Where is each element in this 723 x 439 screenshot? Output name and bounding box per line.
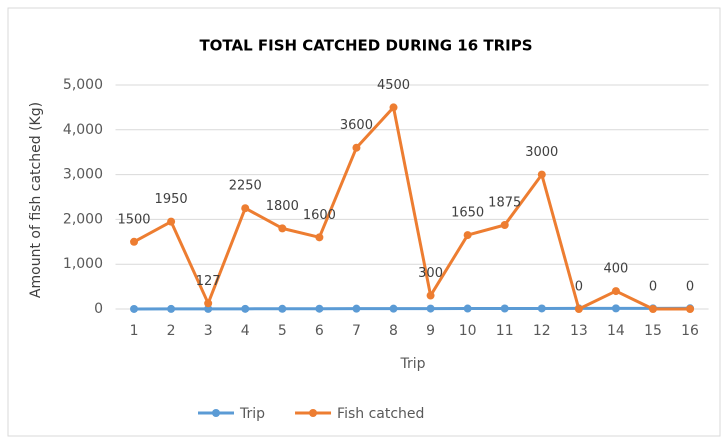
x-tick-label: 15: [644, 323, 662, 339]
data-label: 1950: [155, 192, 188, 207]
data-label: 1500: [117, 212, 150, 227]
data-label: 1600: [303, 208, 336, 223]
series-point: [500, 221, 509, 229]
data-label: 0: [686, 280, 694, 295]
y-axis-label: Amount of fish catched (Kg): [28, 102, 44, 298]
series-line: [134, 306, 691, 311]
series-point: [241, 204, 250, 213]
series-point: [352, 143, 361, 152]
data-label: 127: [196, 274, 221, 289]
data-label: 0: [575, 280, 583, 295]
series-point: [500, 304, 509, 313]
series-point: [574, 305, 583, 313]
legend-marker: [309, 409, 318, 417]
series-point: [537, 304, 546, 313]
y-tick-label: 0: [94, 301, 103, 317]
y-tick-label: 2,000: [63, 211, 103, 227]
data-label: 2250: [229, 179, 262, 194]
series-line: [133, 105, 691, 311]
series-point: [130, 237, 139, 246]
legend-label: Trip: [239, 406, 265, 422]
x-tick-label: 10: [459, 323, 477, 339]
x-tick-label: 13: [570, 323, 588, 339]
x-tick-label: 11: [496, 323, 514, 339]
legend-label: Fish catched: [337, 406, 424, 422]
x-tick-label: 6: [315, 323, 324, 339]
x-tick-label: 1: [130, 323, 139, 339]
y-tick-label: 1,000: [63, 256, 103, 272]
data-label: 3600: [340, 118, 373, 133]
series-point: [426, 304, 435, 313]
series-point: [315, 304, 324, 313]
series-point: [278, 224, 287, 233]
series-point: [389, 304, 398, 313]
data-label: 400: [604, 262, 629, 277]
series-point: [463, 304, 472, 313]
data-label: 1800: [266, 199, 299, 214]
x-tick-label: 4: [241, 323, 250, 339]
data-label: 1650: [451, 206, 484, 221]
series-point: [686, 305, 695, 313]
x-tick-label: 2: [167, 323, 176, 339]
x-tick-label: 8: [389, 323, 398, 339]
data-label: 300: [418, 266, 443, 281]
x-tick-label: 7: [352, 323, 361, 339]
series-point: [204, 304, 213, 313]
series-point: [648, 305, 657, 313]
y-tick-label: 5,000: [63, 77, 103, 93]
series-point: [167, 217, 176, 226]
y-tick-label: 3,000: [63, 167, 103, 183]
x-tick-label: 16: [681, 323, 699, 339]
series-point: [352, 304, 361, 313]
chart-title: TOTAL FISH CATCHED DURING 16 TRIPS: [199, 37, 532, 55]
series-point: [130, 304, 139, 313]
data-label: 4500: [377, 78, 410, 93]
x-axis-label: Trip: [399, 356, 425, 372]
x-tick-label: 5: [278, 323, 287, 339]
series-point: [537, 170, 546, 179]
series-point: [426, 291, 435, 300]
x-tick-label: 12: [533, 323, 551, 339]
data-label: 3000: [525, 145, 558, 160]
x-tick-label: 14: [607, 323, 625, 339]
series-point: [611, 304, 620, 313]
series-point: [204, 299, 213, 308]
x-tick-label: 9: [426, 323, 435, 339]
series-point: [463, 231, 472, 240]
series-point: [278, 304, 287, 313]
data-label: 1875: [488, 196, 521, 211]
series-point: [167, 304, 176, 313]
legend-marker: [212, 409, 220, 417]
x-tick-label: 3: [204, 323, 213, 339]
data-label: 0: [649, 280, 657, 295]
y-tick-label: 4,000: [63, 122, 103, 138]
series-point: [315, 233, 324, 242]
chart-border: [7, 7, 721, 437]
series-point: [611, 287, 620, 296]
series-point: [389, 103, 398, 112]
series-point: [241, 304, 250, 313]
